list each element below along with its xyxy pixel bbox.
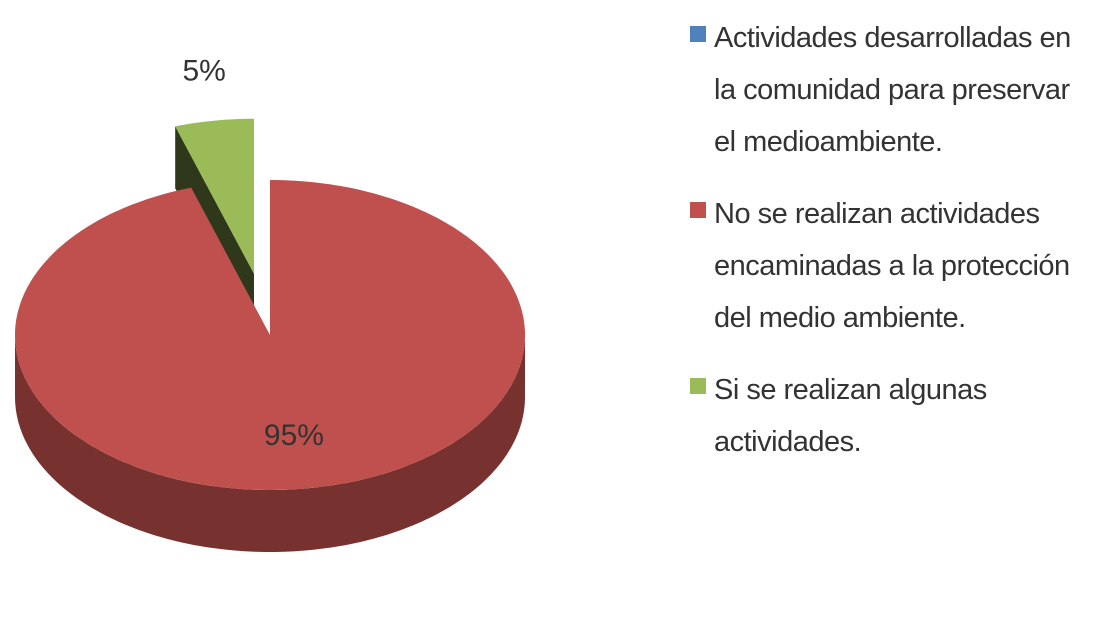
legend-item: Si se realizan algunas actividades. xyxy=(690,364,1095,468)
data-label: 5% xyxy=(183,54,226,87)
legend: Actividades desarrolladas en la comunida… xyxy=(690,12,1095,468)
legend-label: No se realizan actividades encaminadas a… xyxy=(714,198,1070,334)
legend-item: No se realizan actividades encaminadas a… xyxy=(690,188,1095,344)
legend-item: Actividades desarrolladas en la comunida… xyxy=(690,12,1095,168)
legend-swatch xyxy=(690,378,706,394)
pie-slice xyxy=(175,118,254,274)
legend-swatch xyxy=(690,26,706,42)
legend-label: Actividades desarrolladas en la comunida… xyxy=(714,22,1071,158)
pie-slice xyxy=(15,180,525,490)
legend-label: Si se realizan algunas actividades. xyxy=(714,374,987,458)
pie-side xyxy=(15,335,525,552)
chart: 95% 5% xyxy=(15,54,525,552)
legend-swatch xyxy=(690,202,706,218)
data-label: 95% xyxy=(264,419,324,452)
